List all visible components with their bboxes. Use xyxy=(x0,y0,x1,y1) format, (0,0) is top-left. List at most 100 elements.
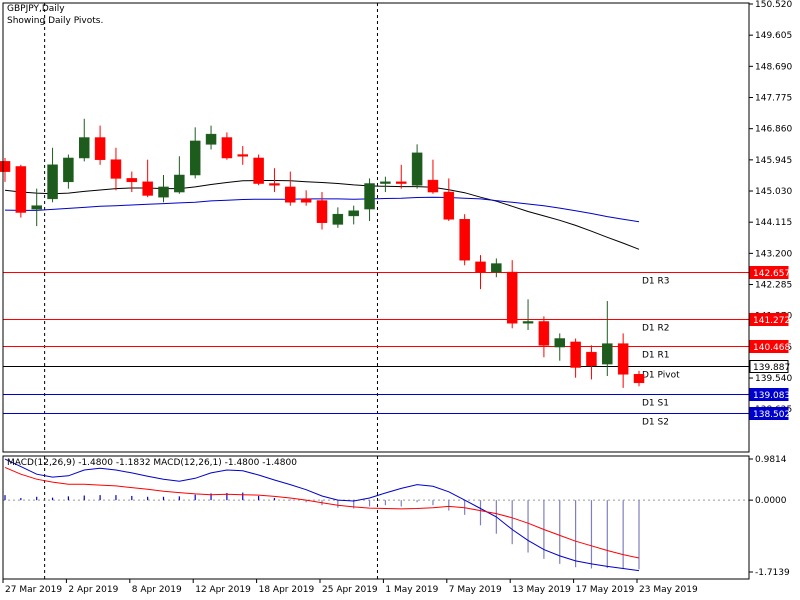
time-tick-label: 27 Mar 2019 xyxy=(5,585,62,595)
candle[interactable] xyxy=(15,164,27,218)
candle[interactable] xyxy=(142,159,153,198)
candle[interactable] xyxy=(0,157,11,182)
price-tick-label: 144.115 xyxy=(755,218,792,228)
time-tick-label: 23 May 2019 xyxy=(639,585,698,595)
candle[interactable] xyxy=(554,333,565,361)
price-tick-label: 145.030 xyxy=(755,187,792,197)
candle[interactable] xyxy=(538,316,550,358)
candle[interactable] xyxy=(332,207,344,228)
price-tick-label: 147.775 xyxy=(755,94,792,104)
candle[interactable] xyxy=(285,171,296,206)
macd-signal-line xyxy=(4,466,640,559)
candle-body-bear xyxy=(94,137,106,160)
candle[interactable] xyxy=(189,127,201,179)
candle[interactable] xyxy=(47,147,58,203)
candle-body-bear xyxy=(427,179,439,193)
candle[interactable] xyxy=(459,214,470,266)
chart-subtitle: Showing Daily Pivots. xyxy=(7,16,104,26)
time-tick-label: 12 Apr 2019 xyxy=(195,585,251,595)
candle[interactable] xyxy=(364,178,375,221)
candle[interactable] xyxy=(253,154,264,186)
candle[interactable] xyxy=(31,188,42,227)
candle[interactable] xyxy=(475,255,486,290)
candle-body-bear xyxy=(570,341,581,368)
candle[interactable] xyxy=(633,370,645,387)
candle[interactable] xyxy=(570,338,581,378)
candle-body-bear xyxy=(269,183,280,186)
candle[interactable] xyxy=(427,159,439,194)
candle[interactable] xyxy=(491,258,502,278)
candle[interactable] xyxy=(522,299,534,331)
candle[interactable] xyxy=(174,156,185,194)
candle-body-bull xyxy=(158,186,169,198)
candle-body-bear xyxy=(586,351,597,367)
candle[interactable] xyxy=(126,171,138,193)
macd-pane-border xyxy=(2,455,750,580)
candle[interactable] xyxy=(94,125,106,165)
time-tick-label: 13 May 2019 xyxy=(512,585,571,595)
candle[interactable] xyxy=(221,132,233,160)
pivot-label: D1 S1 xyxy=(642,399,669,409)
pivot-label: D1 R1 xyxy=(642,351,670,361)
candle-body-bear xyxy=(396,181,407,184)
candle-body-bear xyxy=(459,219,470,261)
candle[interactable] xyxy=(617,333,629,388)
candle-body-bull xyxy=(364,183,375,210)
candle-body-bear xyxy=(110,159,122,179)
price-plot xyxy=(0,118,645,388)
time-tick-label: 17 May 2019 xyxy=(576,585,635,595)
candle-body-bear xyxy=(253,157,264,184)
candle[interactable] xyxy=(79,118,90,162)
candle[interactable] xyxy=(316,192,328,230)
price-tick-label: 145.945 xyxy=(755,156,792,166)
candle-body-bear xyxy=(285,186,296,203)
candle[interactable] xyxy=(269,168,280,193)
candle[interactable] xyxy=(380,176,391,193)
pivot-value-label: 141.272 xyxy=(753,316,790,326)
pivot-value-label: 139.083 xyxy=(753,391,790,401)
pivot-value-box xyxy=(749,340,789,353)
macd-tick-label: 0.9814 xyxy=(755,455,787,465)
candle-body-bear xyxy=(300,198,312,203)
price-tick-label: 148.690 xyxy=(755,62,792,72)
candle[interactable] xyxy=(237,146,248,165)
candle[interactable] xyxy=(348,205,359,225)
macd-title: MACD(12,26,9) -1.4800 -1.1832 MACD(12,26… xyxy=(7,458,297,468)
macd-pane xyxy=(3,458,749,572)
price-tick-label: 146.860 xyxy=(755,125,792,135)
candle-body-bear xyxy=(475,261,486,273)
candle[interactable] xyxy=(602,301,613,376)
pivot-label: D1 Pivot xyxy=(642,371,680,381)
candle-body-bear xyxy=(316,200,328,223)
candle-body-bear xyxy=(443,191,455,220)
candle[interactable] xyxy=(506,260,518,329)
time-axis[interactable]: 27 Mar 2019 2 Apr 2019 8 Apr 2019 12 Apr 20… xyxy=(2,579,698,595)
candle-body-bear xyxy=(633,374,645,384)
price-axis[interactable]: 150.520 149.605 148.690 147.775 146.860 145.9… xyxy=(749,0,792,420)
candle[interactable] xyxy=(396,164,407,189)
candle[interactable] xyxy=(63,154,74,189)
chart-frame xyxy=(2,2,750,580)
candle[interactable] xyxy=(110,147,122,191)
macd-axis[interactable]: 0.9814 0.0000 -1.7139 xyxy=(749,455,790,578)
candle[interactable] xyxy=(158,175,169,203)
candle-body-bear xyxy=(142,181,153,196)
candle[interactable] xyxy=(586,345,597,380)
candle-body-bull xyxy=(554,338,565,348)
candle-body-bear xyxy=(126,178,138,183)
candle[interactable] xyxy=(411,144,423,189)
candle-body-bull xyxy=(332,213,344,225)
candle-body-bear xyxy=(538,321,550,346)
candle[interactable] xyxy=(205,125,217,150)
candle-body-bull xyxy=(63,157,74,183)
price-tick-label: 150.520 xyxy=(755,0,792,10)
price-tick-label: 142.285 xyxy=(755,281,792,291)
pivot-label: D1 R3 xyxy=(642,277,670,287)
pivot-value-box xyxy=(749,388,789,401)
candle-body-bull xyxy=(79,137,90,159)
moving-average-fast xyxy=(4,180,640,250)
candle[interactable] xyxy=(300,190,312,206)
candle[interactable] xyxy=(443,178,455,221)
candle-body-bear xyxy=(221,137,233,159)
